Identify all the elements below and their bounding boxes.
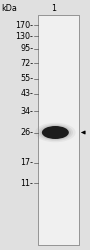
Bar — [38, 15, 79, 245]
Ellipse shape — [40, 125, 71, 140]
Text: 34-: 34- — [20, 107, 33, 116]
Text: 170-: 170- — [15, 20, 33, 30]
Ellipse shape — [42, 126, 69, 139]
Ellipse shape — [38, 124, 73, 141]
Text: 95-: 95- — [20, 44, 33, 53]
Text: 26-: 26- — [20, 128, 33, 137]
Text: kDa: kDa — [1, 4, 17, 13]
Text: 43-: 43- — [20, 89, 33, 98]
Text: 11-: 11- — [20, 178, 33, 188]
Text: 72-: 72- — [20, 58, 33, 68]
Text: 1: 1 — [51, 4, 57, 13]
Text: 17-: 17- — [20, 158, 33, 167]
Text: 130-: 130- — [15, 32, 33, 41]
Ellipse shape — [35, 123, 76, 142]
Text: 55-: 55- — [20, 74, 33, 83]
